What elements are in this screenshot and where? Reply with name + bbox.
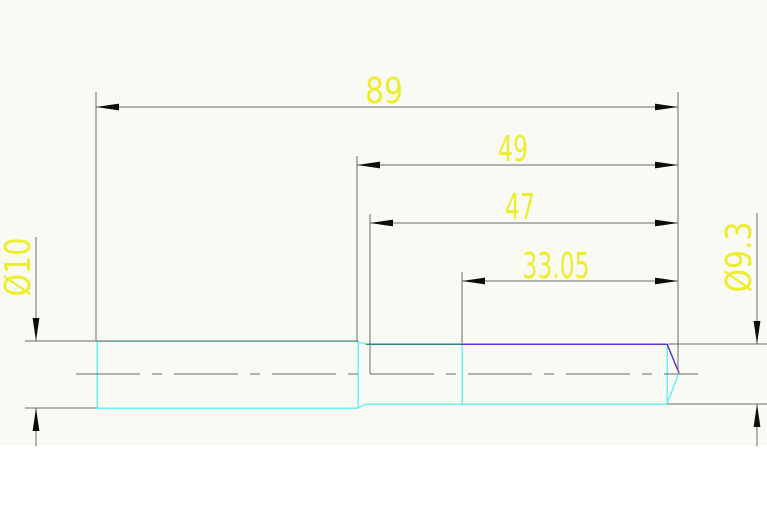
arrow-47-left (370, 219, 393, 227)
arrow-dia10-bottom (32, 408, 40, 431)
dimension-labels[interactable]: 89 49 47 33.05 Ø10 Ø9.3 (0, 71, 760, 297)
dim-label-33-05[interactable]: 33.05 (523, 246, 590, 287)
arrow-89-right (655, 103, 678, 111)
arrow-dia10-top (32, 318, 40, 341)
dimension-arrowheads (32, 103, 761, 431)
dim-label-dia93[interactable]: Ø9.3 (719, 222, 760, 293)
arrow-47-right (655, 219, 678, 227)
dim-label-dia10[interactable]: Ø10 (0, 238, 39, 297)
part-shoulder-chamfer-bottom[interactable] (357, 403, 367, 409)
dim-label-47[interactable]: 47 (505, 187, 535, 228)
arrow-49-left (357, 161, 380, 169)
dim-label-49[interactable]: 49 (498, 129, 528, 170)
part-tip-chamfer-top[interactable] (666, 343, 680, 374)
arrow-49-right (655, 161, 678, 169)
part-shoulder-chamfer-top[interactable] (357, 341, 367, 345)
dim-label-89[interactable]: 89 (365, 71, 403, 112)
arrow-33-05-right (655, 277, 678, 285)
part-outline-purple[interactable] (462, 343, 680, 374)
part-tip-chamfer-bottom[interactable] (666, 372, 680, 405)
arrow-dia93-top (753, 321, 761, 344)
arrow-33-05-left (462, 277, 485, 285)
arrow-89-left (96, 103, 119, 111)
arrow-dia93-bottom (753, 404, 761, 427)
